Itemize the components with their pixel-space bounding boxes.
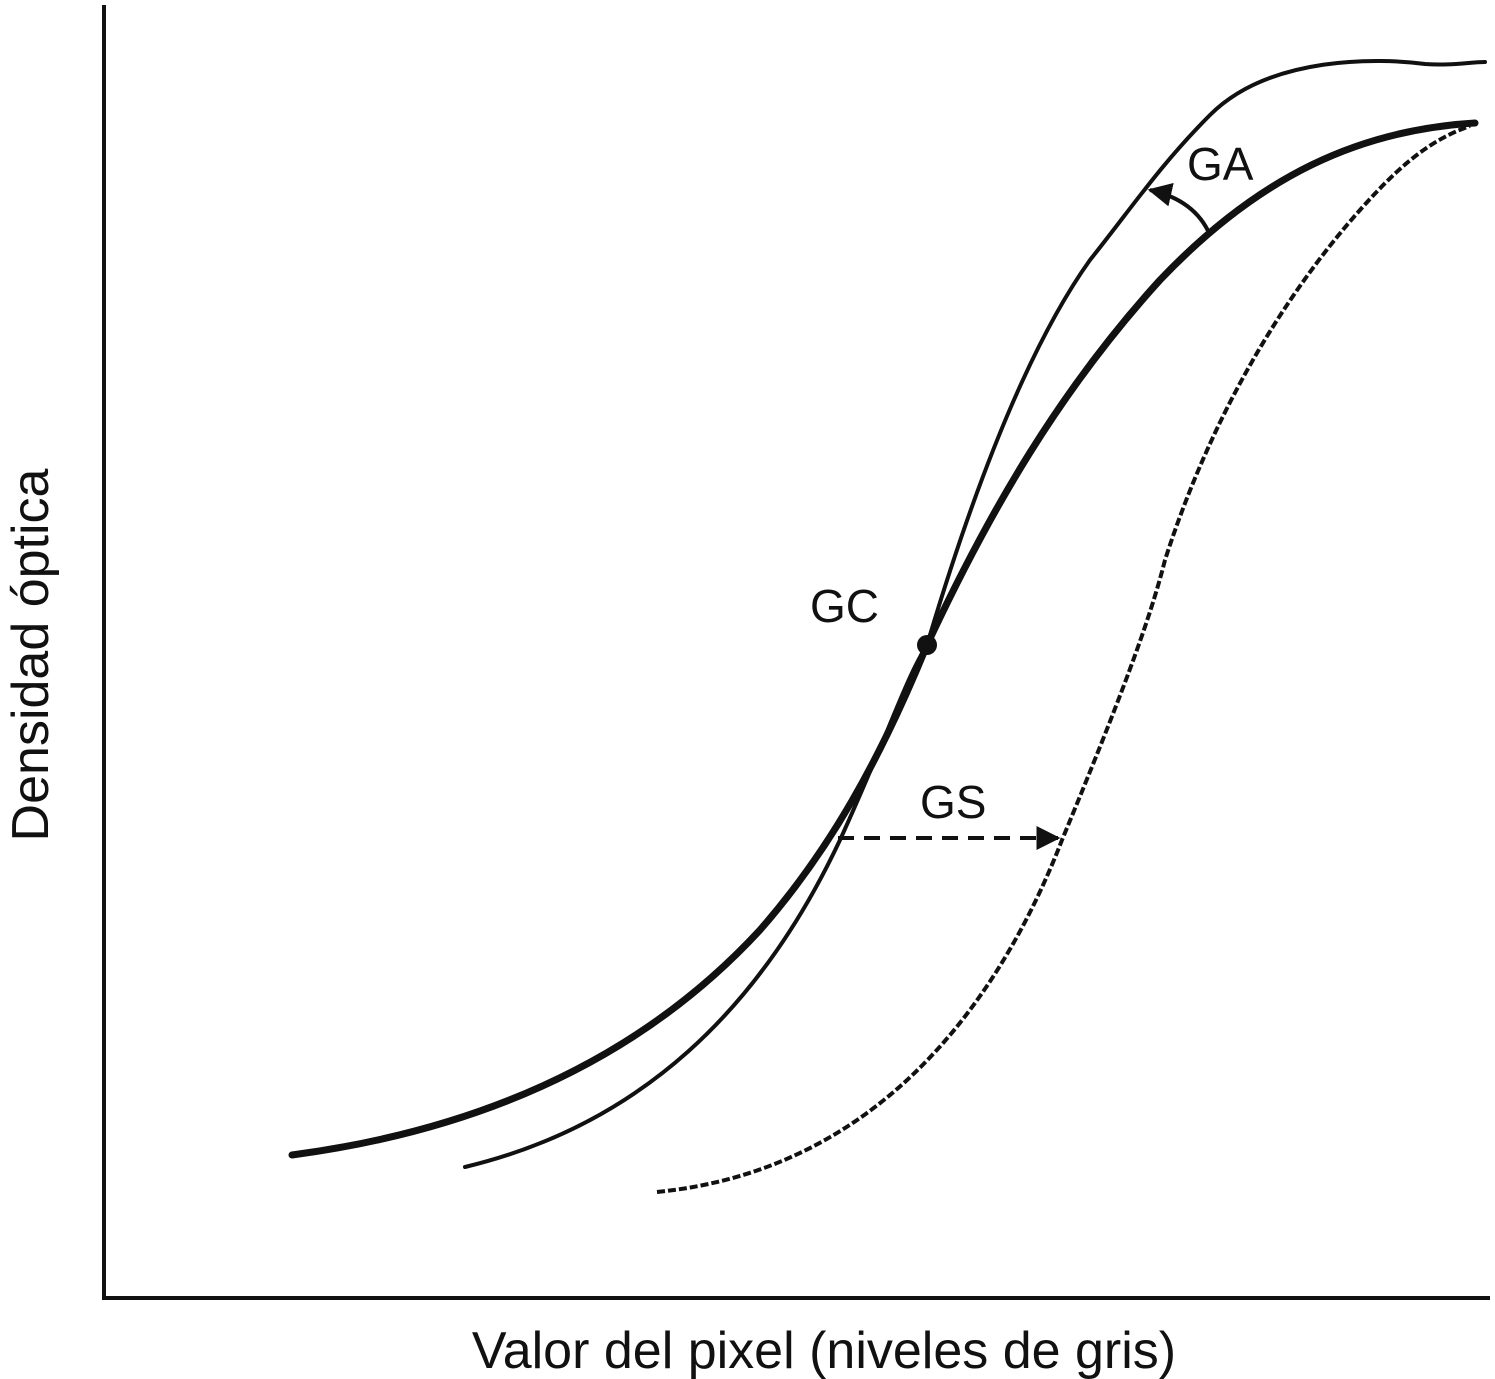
- ga-arrow: [1147, 182, 1212, 236]
- contrast-curve: [463, 59, 1487, 1169]
- label-ga: GA: [1187, 138, 1254, 190]
- shifted-curve: [656, 124, 1471, 1194]
- x-axis-label: Valor del pixel (niveles de gris): [472, 1322, 1176, 1379]
- label-gc: GC: [810, 580, 879, 632]
- label-gs: GS: [920, 776, 986, 828]
- y-axis-label: Densidad óptica: [2, 468, 60, 841]
- gc-point: [917, 635, 937, 655]
- reference-curve: [288, 119, 1479, 1159]
